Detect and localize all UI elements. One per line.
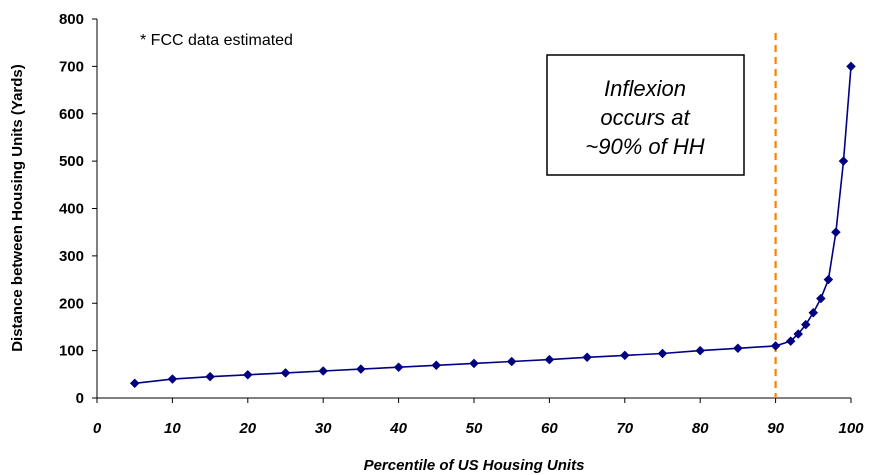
- data-point: [823, 274, 834, 285]
- x-tick-label: 40: [389, 420, 407, 437]
- data-point: [838, 156, 849, 166]
- callout-line-2: occurs at: [600, 105, 690, 130]
- data-point: [657, 348, 668, 359]
- data-point: [793, 329, 804, 339]
- data-point: [846, 61, 856, 72]
- x-tick-label: 10: [164, 420, 181, 437]
- callout-box: [546, 54, 745, 176]
- data-point: [280, 368, 291, 378]
- y-tick-label: 300: [59, 248, 84, 265]
- data-point: [695, 345, 706, 356]
- x-tick-label: 70: [616, 420, 633, 437]
- y-tick-label: 600: [59, 106, 84, 123]
- data-point: [800, 319, 811, 330]
- data-point: [582, 352, 592, 363]
- y-tick-label: 800: [59, 11, 84, 28]
- y-tick-label: 0: [76, 390, 84, 407]
- data-point: [808, 307, 819, 318]
- x-tick-label: 100: [838, 420, 864, 437]
- data-point: [205, 371, 215, 382]
- data-point: [242, 369, 253, 380]
- y-tick-label: 100: [59, 343, 84, 360]
- data-point: [393, 362, 404, 373]
- axes: [92, 18, 852, 403]
- data-point: [619, 350, 630, 361]
- callout-line-1: Inflexion: [604, 76, 686, 101]
- y-axis-title: Distance between Housing Units (Yards): [9, 64, 26, 352]
- series-markers: [129, 61, 856, 389]
- x-tick-labels: 0 10 20 30 40 50 60 70 80 90 100: [93, 420, 864, 437]
- y-tick-labels: 0 100 200 300 400 500 600 700 800: [59, 11, 84, 407]
- x-tick-label: 80: [692, 420, 709, 437]
- y-tick-label: 400: [59, 201, 84, 218]
- data-note: * FCC data estimated: [140, 32, 293, 49]
- data-point: [356, 364, 366, 374]
- y-tick-label: 200: [59, 295, 84, 312]
- data-point: [733, 343, 743, 354]
- x-tick-label: 50: [466, 420, 483, 437]
- callout: Inflexion occurs at ~90% of HH: [546, 54, 745, 176]
- x-tick-label: 0: [93, 420, 102, 437]
- data-point: [167, 374, 178, 384]
- data-point: [785, 336, 796, 347]
- x-tick-label: 90: [767, 420, 784, 437]
- data-point: [431, 360, 442, 371]
- x-tick-label: 60: [541, 420, 558, 437]
- data-point: [506, 356, 517, 367]
- y-tick-label: 500: [59, 153, 84, 170]
- x-tick-label: 20: [238, 420, 256, 437]
- x-axis-title: Percentile of US Housing Units: [364, 457, 585, 474]
- data-point: [469, 358, 479, 369]
- data-point: [770, 341, 781, 351]
- data-point: [831, 227, 841, 238]
- callout-line-3: ~90% of HH: [585, 134, 704, 159]
- data-point: [544, 354, 555, 365]
- data-point: [129, 378, 140, 389]
- data-point: [815, 293, 826, 304]
- y-tick-label: 700: [59, 58, 84, 75]
- data-point: [318, 366, 329, 376]
- x-tick-label: 30: [315, 420, 332, 437]
